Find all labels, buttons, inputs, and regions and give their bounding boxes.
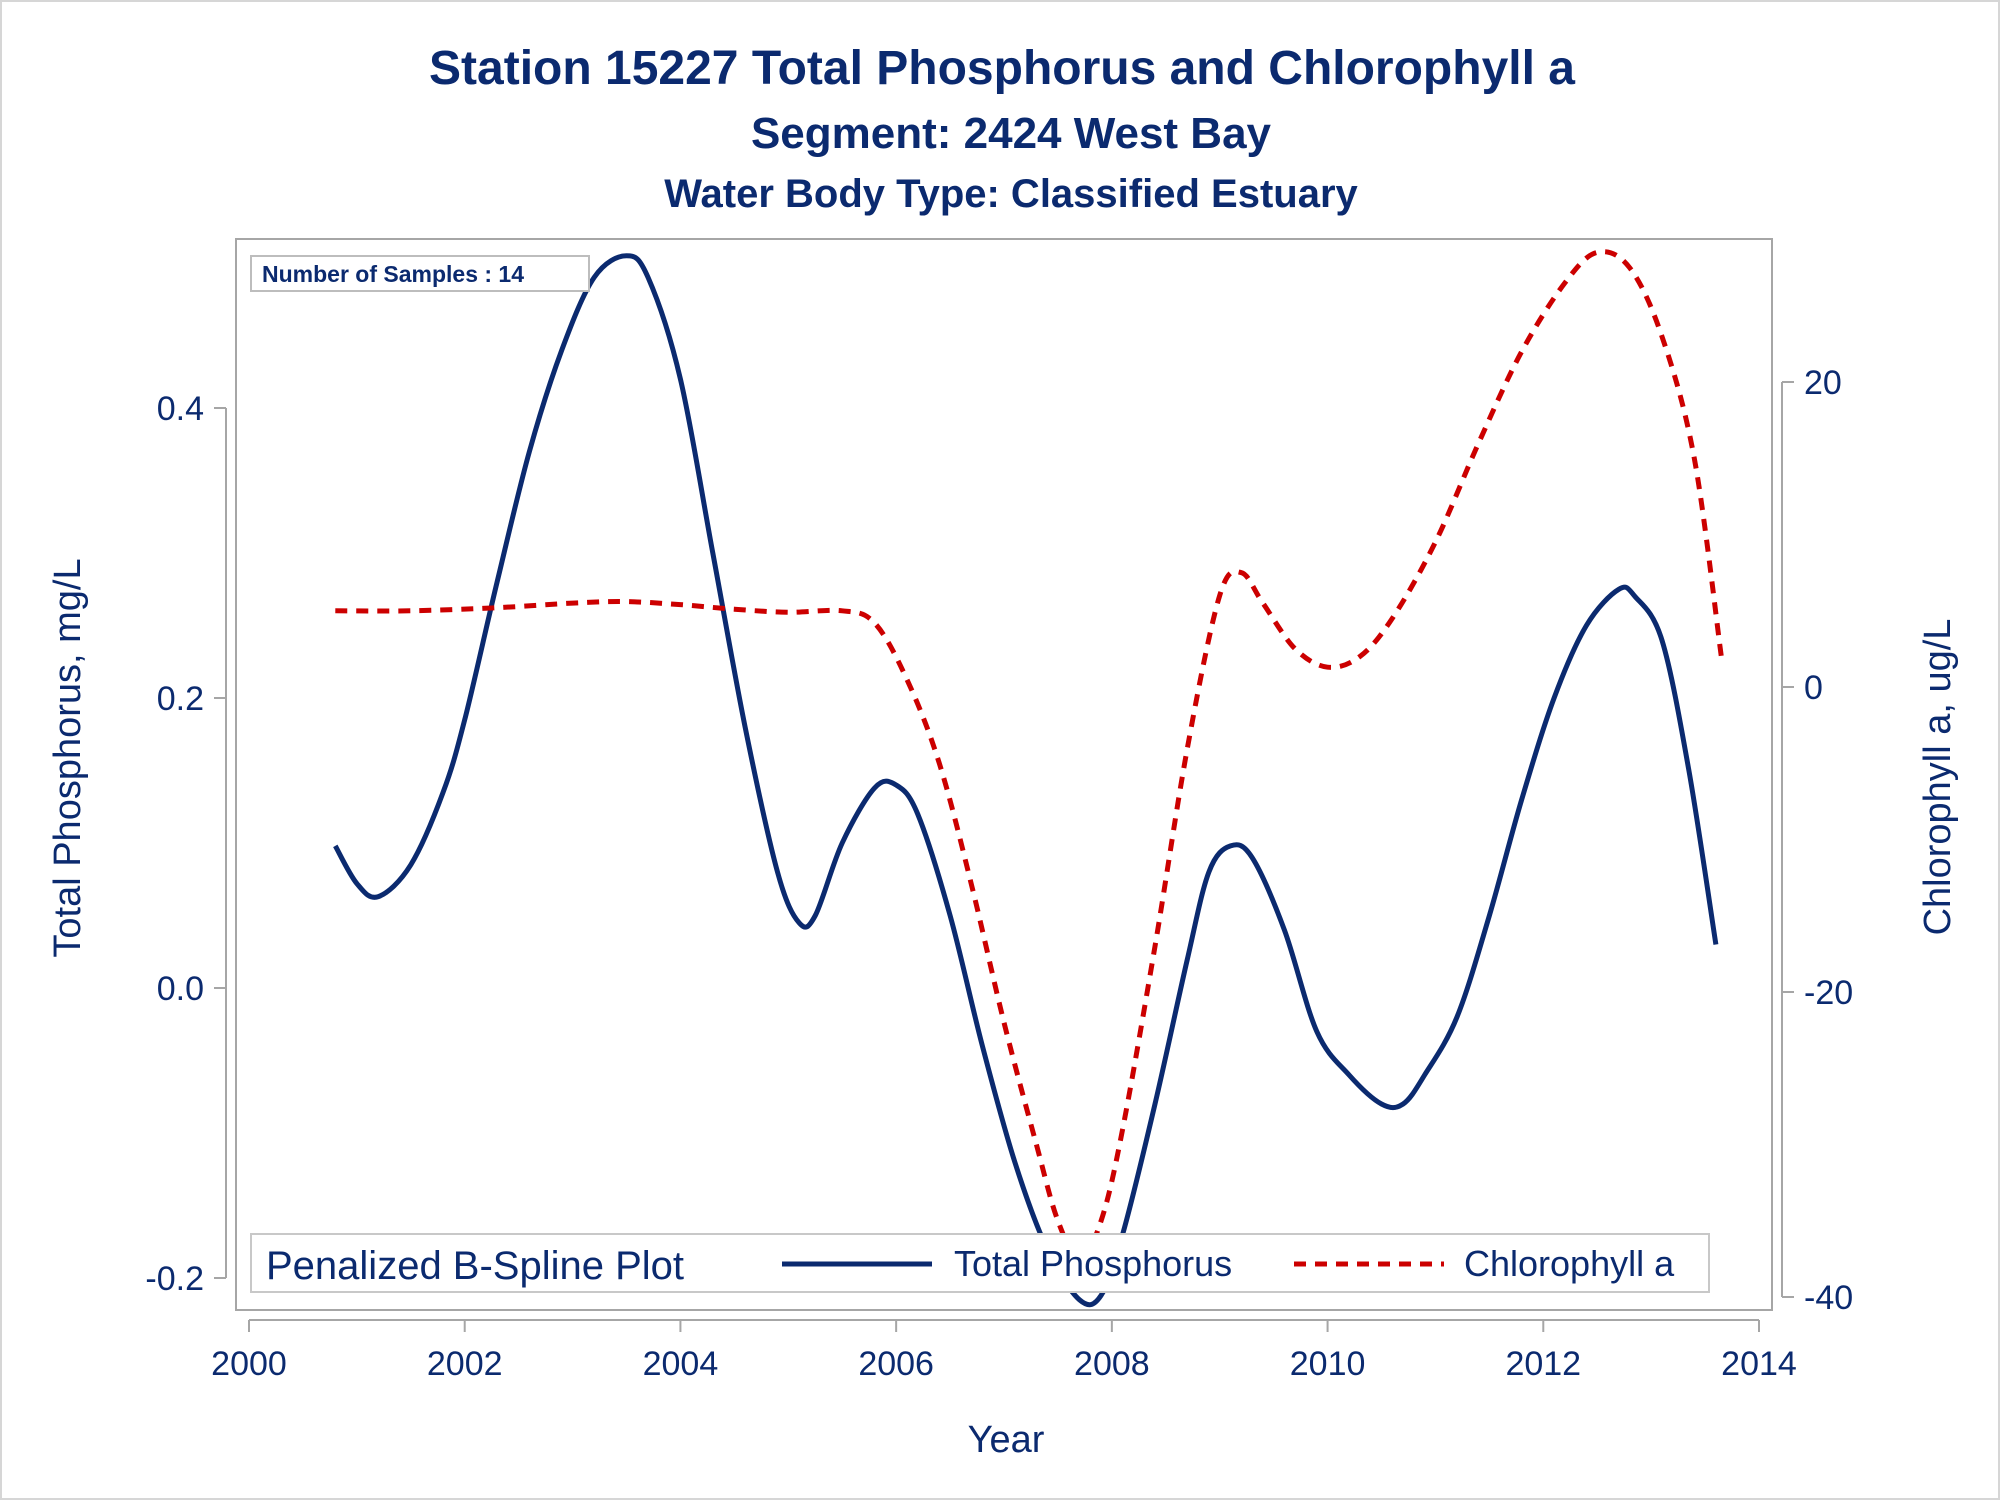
x-tick-label: 2008 xyxy=(1074,1345,1150,1383)
y-tick-label-right: -20 xyxy=(1804,974,1853,1012)
series-line-chlorophyll-a xyxy=(335,249,1724,1262)
y-tick-label-left: -0.2 xyxy=(145,1260,204,1298)
x-tick-label: 2014 xyxy=(1721,1345,1797,1383)
y-axis-label-left: Total Phosphorus, mg/L xyxy=(47,558,89,957)
chart-subtitle-2: Water Body Type: Classified Estuary xyxy=(664,172,1358,216)
x-tick-label: 2006 xyxy=(858,1345,934,1383)
legend: Penalized B-Spline Plot Total Phosphorus… xyxy=(250,1233,1710,1293)
chart-title: Station 15227 Total Phosphorus and Chlor… xyxy=(429,42,1575,95)
y-tick-label-left: 0.0 xyxy=(157,970,204,1008)
x-tick-label: 2002 xyxy=(427,1345,503,1383)
plot-area xyxy=(235,238,1773,1311)
sample-count-box xyxy=(250,255,590,292)
series-line-total-phosphorus xyxy=(333,253,1719,1308)
legend-title: Penalized B-Spline Plot xyxy=(266,1244,684,1288)
x-tick-label: 2004 xyxy=(643,1345,719,1383)
sample-count-inset: Number of Samples : 14 xyxy=(250,255,590,292)
y-tick-label-right: 20 xyxy=(1804,364,1842,402)
y-axis-label-right: Chlorophyll a, ug/L xyxy=(1917,619,1959,936)
legend-entry-chlorophyll-a: Chlorophyll a xyxy=(1464,1243,1675,1284)
legend-entry-total-phosphorus: Total Phosphorus xyxy=(954,1243,1232,1284)
chart-subtitle: Segment: 2424 West Bay xyxy=(751,109,1272,158)
series-layer xyxy=(333,249,1724,1308)
y-tick-label-left: 0.4 xyxy=(157,390,204,428)
y-tick-label-right: 0 xyxy=(1804,669,1823,707)
legend-box xyxy=(250,1233,1710,1293)
axes-layer: 2000 2002 2004 2006 2008 2010 2012 2014 -0.2 0.0 0… xyxy=(145,364,1853,1383)
sample-count-label: Number of Samples : 14 xyxy=(262,261,524,287)
y-tick-label-right: -40 xyxy=(1804,1279,1853,1317)
y-tick-label-left: 0.2 xyxy=(157,680,204,718)
x-axis-label: Year xyxy=(968,1419,1045,1461)
x-tick-label: 2010 xyxy=(1290,1345,1366,1383)
x-tick-label: 2000 xyxy=(211,1345,287,1383)
x-tick-label: 2012 xyxy=(1505,1345,1581,1383)
